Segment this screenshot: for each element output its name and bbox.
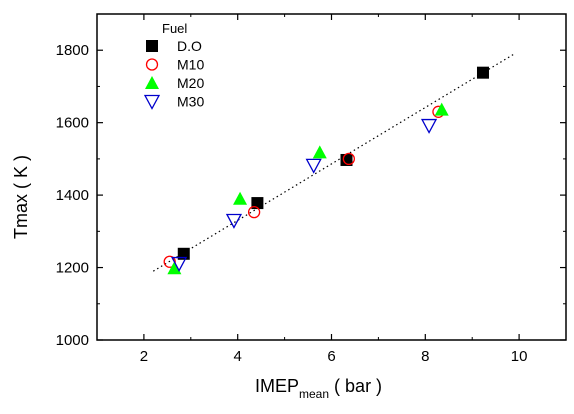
y-tick-label: 1200 (56, 260, 89, 277)
x-axis-title-main: IMEP (255, 376, 299, 396)
fit-line (152, 53, 515, 272)
data-point-do (476, 66, 489, 79)
x-tick-label: 4 (234, 348, 242, 365)
data-point-m20 (434, 102, 449, 116)
data-point-m20 (312, 145, 327, 159)
legend-marker-m20 (145, 76, 159, 89)
data-point-m30 (420, 118, 438, 134)
axis-ticks: 2 4 6 8 10 1000 1200 1400 1600 1800 (56, 14, 567, 365)
y-tick-label: 1400 (56, 187, 89, 204)
legend: Fuel D.O M10 M20 M30 (143, 21, 204, 110)
legend-label-m20: M20 (177, 75, 204, 91)
legend-marker-do (146, 40, 158, 52)
data-point-m20 (167, 261, 182, 275)
x-tick-label: 10 (511, 348, 528, 365)
data-point-m10 (247, 205, 261, 219)
legend-marker-m10 (145, 58, 159, 71)
data-point-do (177, 247, 190, 260)
y-tick-label: 1000 (56, 332, 89, 349)
plot-area (96, 13, 567, 341)
data-point-m10 (163, 255, 176, 268)
data-point-m20 (233, 191, 248, 205)
legend-marker-m30 (143, 94, 161, 110)
legend-label-do: D.O (177, 38, 202, 54)
y-tick-label: 1800 (56, 42, 89, 59)
x-tick-label: 6 (327, 348, 335, 365)
data-point-m30 (225, 213, 243, 229)
data-point-m30 (170, 256, 188, 272)
x-axis-title-unit: ( bar ) (329, 376, 382, 396)
x-axis-title: IMEPmean ( bar ) (255, 376, 382, 401)
y-axis-title: Tmax ( K ) (11, 155, 31, 239)
plot-frame (96, 13, 567, 341)
fit-line-group (152, 53, 515, 272)
x-axis-title-subscript: mean (299, 387, 329, 401)
y-tick-label: 1600 (56, 115, 89, 132)
data-points (163, 66, 489, 275)
data-point-m10 (342, 152, 356, 166)
x-tick-label: 8 (421, 348, 429, 365)
legend-label-m10: M10 (177, 57, 204, 73)
legend-label-m30: M30 (177, 94, 204, 110)
data-point-m30 (305, 158, 322, 174)
legend-title: Fuel (162, 21, 187, 36)
x-tick-label: 2 (140, 348, 148, 365)
